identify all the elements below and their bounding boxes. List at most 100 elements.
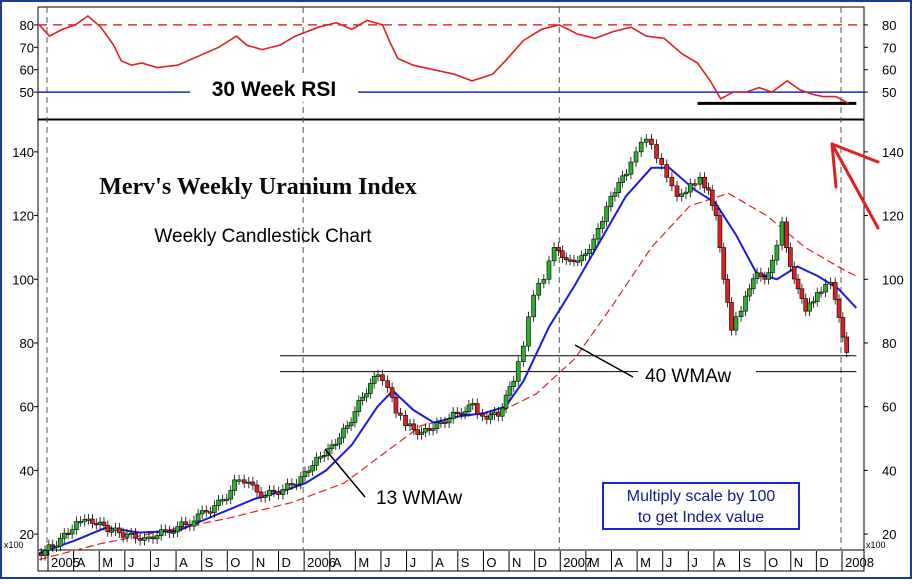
candle-body xyxy=(643,138,649,143)
candle-body xyxy=(774,244,780,261)
x-tick-label: J xyxy=(691,555,698,570)
candle-body xyxy=(488,414,493,420)
candle-body xyxy=(199,510,205,515)
candle-body xyxy=(411,423,417,430)
x-tick-label: M xyxy=(640,555,651,570)
candle-body xyxy=(823,283,828,293)
candle-body xyxy=(579,255,584,262)
candle-body xyxy=(784,221,789,249)
candle-body xyxy=(375,374,381,377)
candle-body xyxy=(389,387,395,398)
candle-body xyxy=(262,495,268,498)
rsi-y-tick-label-left: 50 xyxy=(20,85,34,100)
rsi-line xyxy=(38,14,849,105)
x-tick-label: M xyxy=(102,555,113,570)
rsi-title: 30 Week RSI xyxy=(212,78,337,101)
candle-body xyxy=(224,498,230,501)
candle-body xyxy=(368,383,373,394)
candle-body xyxy=(78,521,83,524)
candle-body xyxy=(380,374,385,381)
price-y-tick-label-left: 120 xyxy=(12,209,34,224)
candle-body xyxy=(364,393,369,398)
candle-body xyxy=(713,205,719,216)
candle-body xyxy=(154,535,160,540)
candle-body xyxy=(46,544,52,551)
x-tick-label: A xyxy=(435,555,444,570)
candle-body xyxy=(750,278,756,290)
candle-body xyxy=(254,484,260,493)
grid-layer xyxy=(46,7,842,550)
candle-body xyxy=(360,396,365,401)
rsi-y-tick-label-right: 70 xyxy=(882,40,896,55)
candle-body xyxy=(692,183,698,186)
price-panel-frame xyxy=(37,119,865,551)
candle-body xyxy=(725,278,730,303)
candle-body xyxy=(844,336,850,353)
candle-body xyxy=(220,499,225,502)
candle-body xyxy=(587,249,592,255)
candle-body xyxy=(241,479,247,484)
candle-body xyxy=(216,499,221,506)
candle-body xyxy=(341,428,346,439)
x-tick-label: O xyxy=(768,555,778,570)
candle-body xyxy=(679,193,685,197)
candle-body xyxy=(474,403,480,415)
candle-body xyxy=(628,161,634,175)
candle-body xyxy=(171,531,176,534)
candle-body xyxy=(321,454,327,458)
candle-body xyxy=(674,185,680,197)
x-tick-label: 2007 xyxy=(563,555,592,570)
candle-body xyxy=(828,282,834,285)
x-tick-label: A xyxy=(717,555,726,570)
candle-body xyxy=(743,295,748,312)
x-tick-label: 2005 xyxy=(51,555,80,570)
candle-body xyxy=(450,411,456,419)
candle-body xyxy=(814,292,820,302)
candle-body xyxy=(385,380,390,388)
candle-body xyxy=(624,173,629,177)
candle-body xyxy=(612,192,618,197)
rsi-y-tick-label-right: 80 xyxy=(882,18,896,33)
candle-body xyxy=(832,282,838,300)
candle-body xyxy=(717,215,723,248)
candle-body xyxy=(179,521,184,527)
wma13-label: 13 WMAw xyxy=(376,488,463,509)
candle-body xyxy=(702,177,707,189)
candle-body xyxy=(795,278,801,290)
x-tick-label: J xyxy=(410,555,417,570)
candle-body xyxy=(133,532,138,539)
rsi-title-bg xyxy=(190,74,358,102)
candle-body xyxy=(113,527,118,532)
candle-body xyxy=(738,310,744,318)
candle-body xyxy=(600,221,605,229)
rsi-layer xyxy=(38,14,849,105)
x-tick-label: D xyxy=(282,555,291,570)
x-tick-label: N xyxy=(512,555,521,570)
candle-body xyxy=(246,481,252,484)
x-tick-label: J xyxy=(666,555,673,570)
candle-body xyxy=(97,521,103,525)
candle-body xyxy=(232,479,237,491)
candle-body xyxy=(329,444,335,450)
candle-body xyxy=(791,266,797,280)
candle-body xyxy=(423,428,428,433)
candle-body xyxy=(836,299,842,318)
candle-body xyxy=(788,247,793,267)
candle-body xyxy=(556,247,561,252)
candle-body xyxy=(426,428,432,431)
candle-body xyxy=(54,545,59,548)
price-y-tick-label-right: 80 xyxy=(882,336,896,351)
x-tick-label: D xyxy=(819,555,828,570)
candle-body xyxy=(276,491,281,495)
rsi-y-tick-label-left: 80 xyxy=(20,18,34,33)
candle-body xyxy=(664,164,670,178)
x-tick-label: D xyxy=(538,555,547,570)
candle-body xyxy=(191,520,197,527)
candle-body xyxy=(86,518,91,521)
candle-body xyxy=(128,532,134,535)
candle-body xyxy=(58,537,63,547)
red-arrow-icon xyxy=(830,142,880,230)
time-axis-frame xyxy=(37,549,865,572)
candle-body xyxy=(162,529,168,532)
